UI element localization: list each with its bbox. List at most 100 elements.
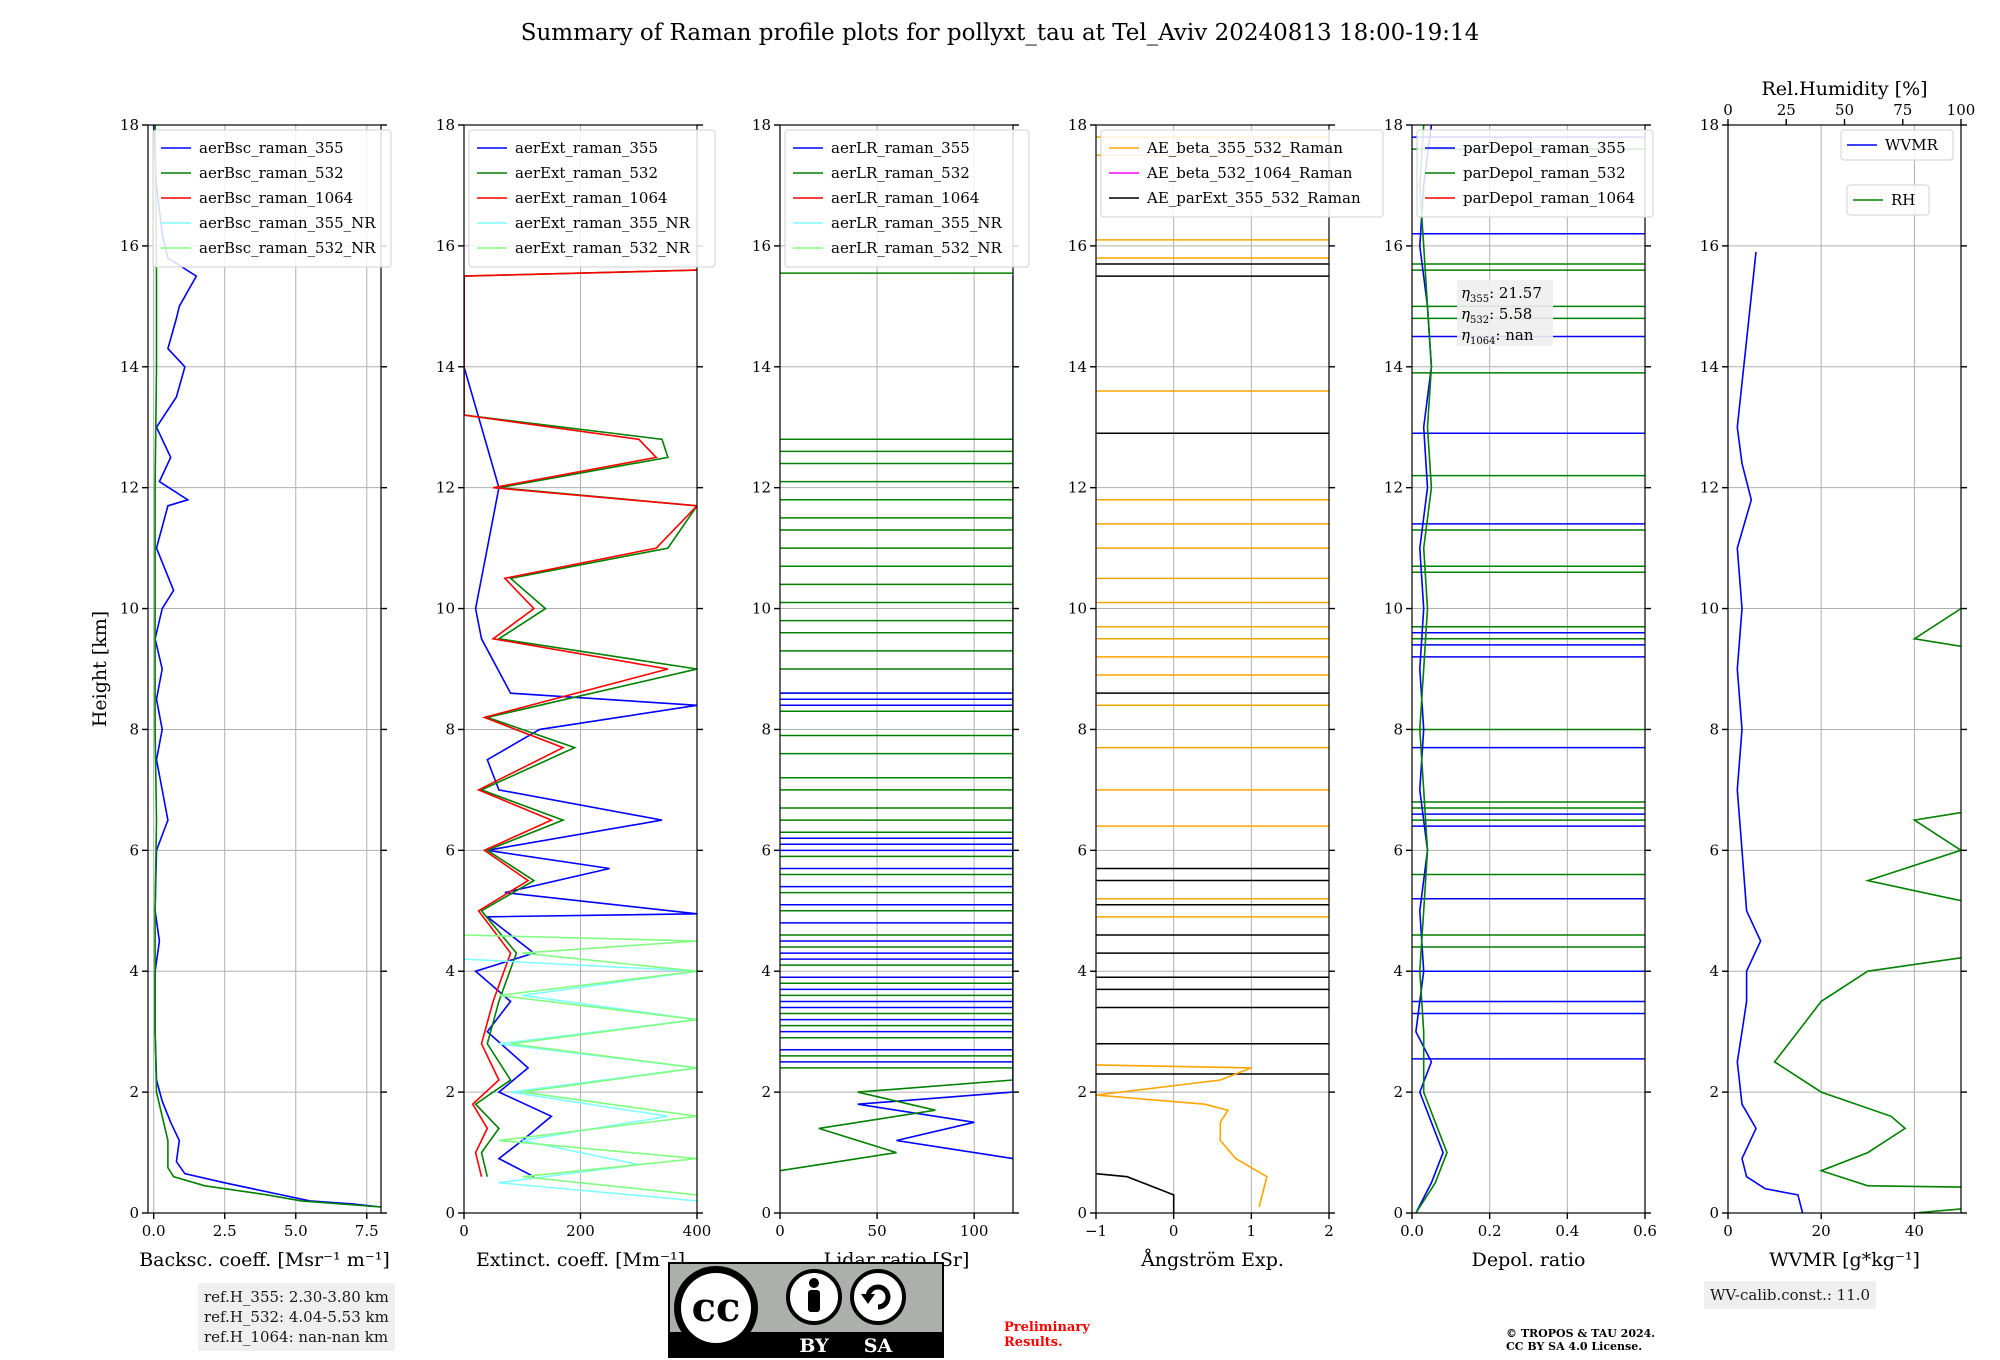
legend-box [468, 129, 716, 268]
y-tick-label: 0 [761, 1204, 771, 1222]
refbox-line-355: ref.H_355: 2.30-3.80 km [204, 1288, 389, 1306]
legend-box [152, 129, 392, 268]
y-tick-label: 16 [1068, 237, 1087, 255]
legend-label: parDepol_raman_532 [1463, 164, 1626, 182]
legend: aerBsc_raman_355 aerBsc_raman_532 aerBsc_r… [152, 129, 392, 268]
eta-entry: η1064: nan [1461, 326, 1534, 347]
x-tick-label: −1 [1085, 1222, 1107, 1240]
y-tick-label: 6 [445, 841, 455, 859]
legend-WVMR: WVMR [1840, 129, 1954, 161]
eta-symbol: η [1461, 284, 1470, 302]
y-tick-label: 4 [129, 962, 139, 980]
legend-label: AE_beta_532_1064_Raman [1146, 164, 1353, 182]
y-tick-label: 10 [1384, 600, 1403, 618]
eta-value: : nan [1495, 326, 1533, 344]
y-tick-label: 12 [752, 479, 771, 497]
y-tick-label: 4 [1393, 962, 1403, 980]
legend-label: aerExt_raman_532_NR [515, 239, 691, 257]
x2-axis-label: Rel.Humidity [%] [1761, 78, 1927, 100]
copyright-line-2: CC BY SA 4.0 License. [1506, 1340, 1643, 1353]
y-tick-label: 0 [1077, 1204, 1087, 1222]
series-line-RH [1773, 607, 1961, 1213]
legend-label: aerLR_raman_532 [831, 164, 970, 182]
y-tick-label: 12 [120, 479, 139, 497]
series-line-aerLR_raman_532 [780, 276, 1013, 1172]
y-tick-label: 6 [1709, 841, 1719, 859]
x-tick-label: 400 [683, 1222, 712, 1240]
y-tick-label: 14 [1068, 358, 1087, 376]
y-tick-label: 2 [1709, 1083, 1719, 1101]
refbox-line-1064: ref.H_1064: nan-nan km [204, 1328, 389, 1346]
x2-tick-label: 75 [1893, 101, 1912, 119]
eta-symbol: η [1461, 326, 1470, 344]
x-tick-label: 0.0 [1400, 1222, 1424, 1240]
legend: aerExt_raman_355 aerExt_raman_532 aerExt_r… [468, 129, 716, 268]
y-tick-label: 2 [761, 1083, 771, 1101]
eta-value: : 5.58 [1489, 305, 1532, 323]
y-tick-label: 18 [752, 116, 771, 134]
x-tick-label: 200 [566, 1222, 595, 1240]
wv-calibration-box: WV-calib.const.: 11.0 [1704, 1281, 1877, 1309]
x-tick-label: 2.5 [213, 1222, 237, 1240]
reference-height-box: ref.H_355: 2.30-3.80 km ref.H_532: 4.04-… [198, 1283, 395, 1351]
x-axis-label: WVMR [g*kg⁻¹] [1769, 1249, 1920, 1271]
x-tick-label: 0.0 [142, 1222, 166, 1240]
panel-backscatter: 0 2 4 6 8 10 12 14 16 18 0.0 2.5 5.0 7.5 Backsc. coeff… [89, 116, 392, 1271]
y-tick-label: 14 [120, 358, 139, 376]
y-axis-label: Height [km] [89, 611, 111, 727]
legend-label: aerExt_raman_355 [515, 139, 658, 157]
y-tick-label: 4 [445, 962, 455, 980]
y-tick-label: 2 [1393, 1083, 1403, 1101]
x-tick-label: 7.5 [355, 1222, 379, 1240]
x-tick-label: 0 [775, 1222, 785, 1240]
x2-tick-label: 100 [1947, 101, 1976, 119]
x2-tick-label: 0 [1723, 101, 1733, 119]
x-tick-label: 0 [1169, 1222, 1179, 1240]
axes-frame [147, 124, 382, 1214]
x-tick-label: 100 [960, 1222, 989, 1240]
y-tick-label: 12 [1068, 479, 1087, 497]
series-line-aerBsc_raman_532 [154, 125, 381, 1208]
axes-frame [1411, 124, 1646, 1214]
y-tick-label: 10 [1068, 600, 1087, 618]
y-tick-label: 0 [129, 1204, 139, 1222]
cc-sa-label: SA [864, 1335, 893, 1357]
legend-box [1846, 184, 1930, 216]
y-tick-label: 14 [1384, 358, 1403, 376]
legend-label: aerBsc_raman_532 [199, 164, 344, 182]
legend-label: parDepol_raman_355 [1463, 139, 1626, 157]
series-line-parDepol_raman_355 [1415, 125, 1444, 1213]
y-tick-label: 8 [129, 720, 139, 738]
y-tick-label: 14 [752, 358, 771, 376]
legend-label: RH [1891, 191, 1915, 209]
x-tick-label: 0.6 [1633, 1222, 1657, 1240]
x-tick-label: 20 [1812, 1222, 1831, 1240]
y-tick-label: 8 [1077, 720, 1087, 738]
y-tick-label: 18 [1700, 116, 1719, 134]
x-tick-label: 2 [1324, 1222, 1334, 1240]
y-tick-label: 4 [1077, 962, 1087, 980]
x-axis-label: Depol. ratio [1472, 1249, 1586, 1271]
panel-depolarization: 0 2 4 6 8 10 12 14 16 18 0.0 0.2 0.4 0.6 Depol. ratio p… [1384, 116, 1657, 1271]
legend-label: WVMR [1885, 136, 1939, 154]
legend-label: aerLR_raman_355 [831, 139, 970, 157]
series-line-WVMR [1736, 251, 1804, 1213]
y-tick-label: 8 [445, 720, 455, 738]
y-tick-label: 10 [752, 600, 771, 618]
x-tick-label: 0.4 [1555, 1222, 1579, 1240]
y-tick-label: 18 [120, 116, 139, 134]
eta-entry: η532: 5.58 [1461, 305, 1532, 326]
axes-frame [1727, 124, 1962, 1214]
plot-area [464, 269, 697, 1202]
y-tick-label: 8 [1709, 720, 1719, 738]
legend-label: AE_beta_355_532_Raman [1146, 139, 1343, 157]
y-tick-label: 18 [1068, 116, 1087, 134]
legend-label: aerExt_raman_532 [515, 164, 658, 182]
legend: parDepol_raman_355 parDepol_raman_532 parD… [1416, 129, 1654, 218]
x-tick-label: 40 [1905, 1222, 1924, 1240]
eta-subscript: 1064 [1470, 336, 1495, 347]
y-tick-label: 14 [1700, 358, 1719, 376]
x-tick-label: 5.0 [284, 1222, 308, 1240]
